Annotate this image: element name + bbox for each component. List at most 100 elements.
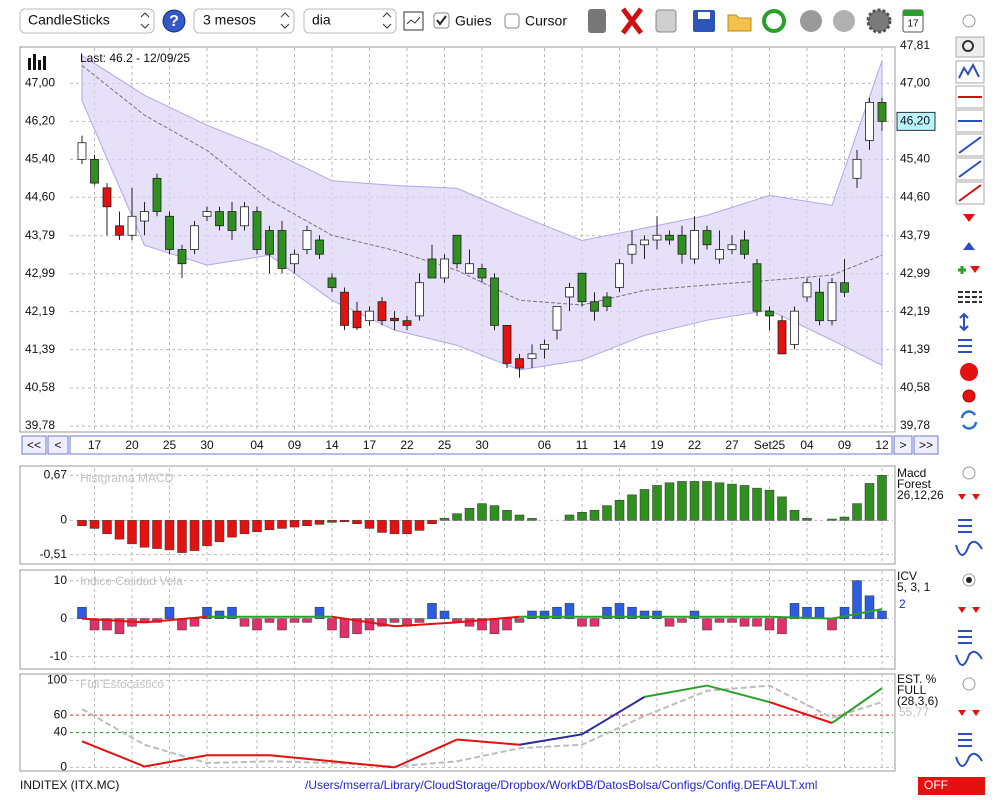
candle-body (90, 158, 99, 184)
folder-icon[interactable] (727, 14, 752, 32)
bar (739, 618, 750, 627)
add-icon[interactable] (958, 266, 966, 274)
bar (364, 618, 375, 631)
percent-icon[interactable] (958, 339, 972, 353)
bar (514, 514, 525, 521)
x-tick-label: 19 (650, 438, 664, 452)
bar (639, 610, 650, 619)
panel-curve[interactable] (955, 540, 983, 767)
trend-icon (958, 136, 982, 154)
last-value-box (896, 111, 936, 131)
candle-body (802, 282, 812, 298)
bar (502, 618, 512, 631)
date-scroll[interactable] (69, 435, 893, 455)
bar (352, 618, 362, 635)
panel-content (70, 571, 893, 668)
stop-icon[interactable] (960, 363, 978, 381)
delete-icon[interactable] (621, 7, 643, 35)
status-box[interactable] (918, 777, 985, 795)
currency-icon[interactable] (800, 10, 822, 32)
scale-icon[interactable] (959, 312, 969, 332)
y-tick-label-right: 41,39 (900, 342, 930, 356)
interval-select[interactable] (303, 8, 397, 34)
signal-line (394, 621, 458, 628)
clipboard-icon[interactable] (655, 9, 677, 33)
bar (164, 520, 175, 551)
bar (514, 618, 525, 623)
bar (364, 520, 375, 529)
y-tick-label: 47,00 (25, 76, 55, 90)
period-select[interactable] (193, 8, 295, 34)
bar (564, 603, 575, 619)
x-tick-label: 25 (163, 438, 177, 452)
radio[interactable] (962, 466, 976, 480)
bar (489, 618, 500, 635)
candle-body (290, 253, 299, 265)
x-tick-label: 14 (613, 438, 627, 452)
bar (652, 610, 662, 619)
trash-icon[interactable] (588, 9, 606, 33)
next-button[interactable] (893, 435, 913, 455)
candle-body (877, 102, 887, 122)
first-button[interactable] (21, 435, 47, 455)
bar (252, 618, 262, 631)
sync-icon[interactable] (960, 410, 978, 430)
bar (227, 606, 237, 619)
bar (727, 618, 737, 623)
bar (102, 618, 112, 631)
cursor-checkbox[interactable] (504, 13, 520, 29)
radio[interactable] (962, 677, 976, 691)
euro-icon[interactable] (833, 10, 855, 32)
candle-body (652, 234, 662, 241)
bar (114, 520, 125, 540)
settings-icon[interactable] (866, 8, 892, 34)
x-tick-label: 22 (400, 438, 414, 452)
y-tick-label-right: 47,00 (900, 76, 930, 90)
candle-body (690, 230, 699, 260)
last-button[interactable] (913, 435, 939, 455)
zoom-button[interactable] (955, 36, 985, 58)
buy-icon[interactable] (963, 242, 975, 250)
stoch-line (331, 760, 395, 769)
bar (639, 489, 650, 521)
bar (839, 606, 850, 619)
candle-body (415, 282, 424, 317)
radio[interactable] (962, 14, 976, 28)
candle-body (277, 230, 287, 269)
candle-body (852, 158, 862, 179)
list-icon[interactable] (958, 291, 982, 303)
chart-type-select[interactable] (19, 8, 155, 34)
candle-body (340, 291, 349, 326)
candle-body (640, 239, 649, 246)
y-tick-label: 42,19 (25, 304, 55, 318)
bar (227, 520, 237, 538)
icon-bar (43, 56, 46, 70)
y-tick-label-right: 44,60 (900, 189, 930, 203)
zoom-icon (962, 40, 974, 52)
candle-body (365, 310, 374, 322)
candle-body (765, 310, 774, 317)
y-tick-label-right: 45,40 (900, 152, 930, 166)
candle-body (102, 187, 112, 208)
prev-button[interactable] (47, 435, 69, 455)
signal-line (331, 615, 395, 628)
y-tick-label: 44,60 (25, 189, 55, 203)
help-button[interactable] (162, 9, 186, 33)
check-mark (436, 15, 447, 26)
bar (239, 520, 250, 535)
refresh-icon[interactable] (762, 9, 786, 33)
fib-icon (958, 184, 982, 202)
bar (577, 512, 587, 521)
chart-icon[interactable] (403, 11, 424, 31)
bar (702, 481, 712, 521)
sell-icon[interactable] (963, 214, 975, 222)
bar (177, 618, 187, 631)
panel-scale[interactable] (958, 519, 972, 747)
candle-body (252, 211, 262, 250)
candle-body (815, 291, 824, 322)
bar (689, 481, 700, 521)
candle-body (665, 234, 674, 241)
bar (764, 618, 775, 631)
stoch-line (831, 687, 883, 724)
record-icon[interactable] (962, 389, 976, 403)
